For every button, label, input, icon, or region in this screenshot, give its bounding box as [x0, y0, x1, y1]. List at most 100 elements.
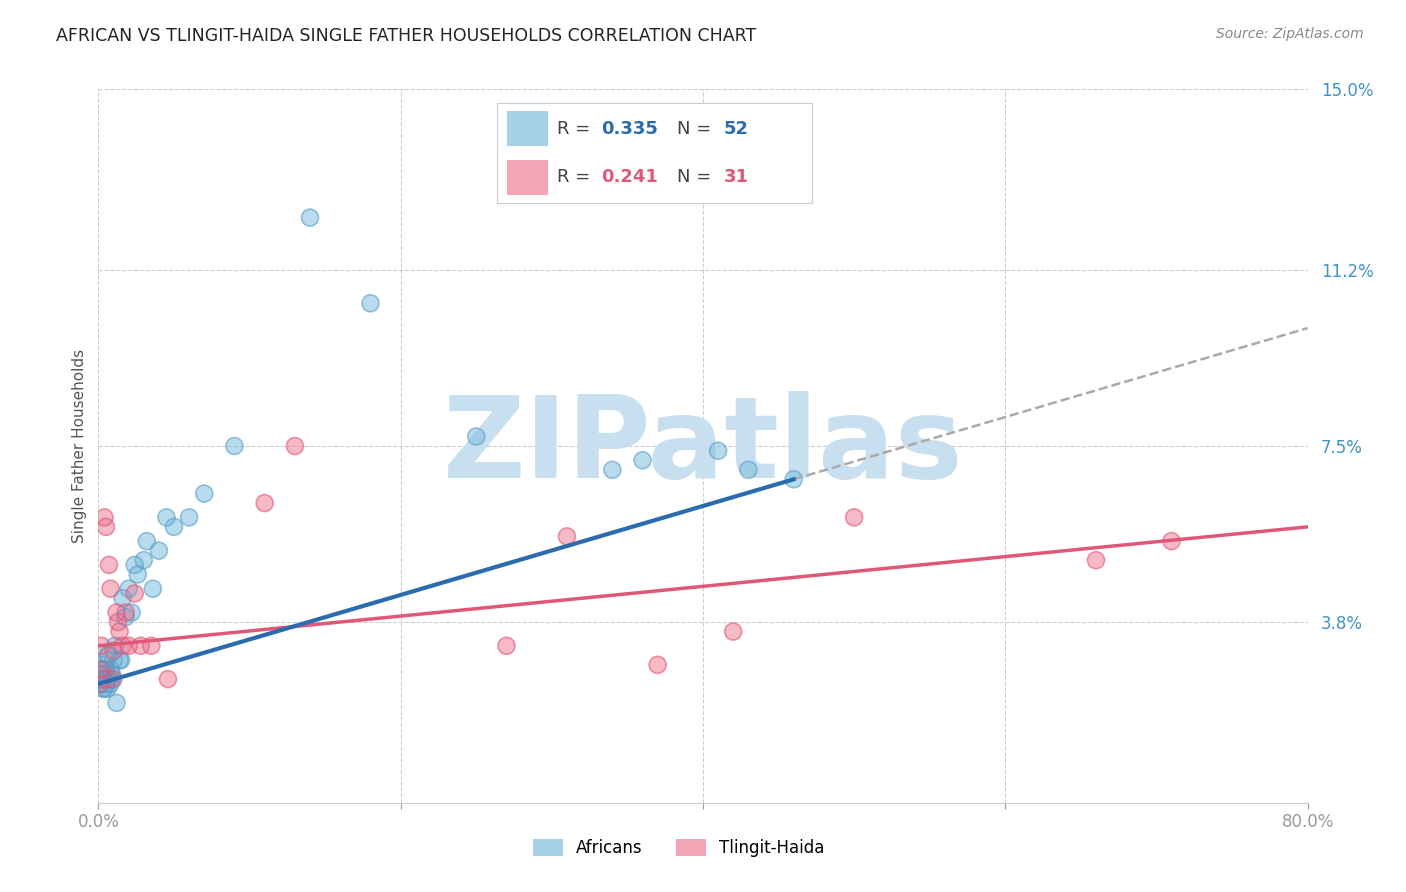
Point [156, 672, 179, 686]
Text: Source: ZipAtlas.com: Source: ZipAtlas.com [1216, 27, 1364, 41]
Point [155, 510, 177, 524]
Point [465, 429, 488, 443]
Point [555, 529, 578, 543]
Point [94, 677, 117, 691]
Point [647, 657, 669, 672]
Point [105, 606, 128, 620]
Point [96, 681, 118, 696]
Point [101, 672, 124, 686]
Point [121, 606, 143, 620]
Point [284, 439, 307, 453]
Point [91, 672, 114, 686]
Point [94, 677, 117, 691]
Point [783, 472, 806, 486]
Point [1160, 534, 1182, 549]
Point [108, 624, 131, 639]
Point [91, 681, 114, 696]
Point [132, 553, 155, 567]
Point [602, 463, 624, 477]
Point [103, 643, 125, 657]
Point [100, 582, 122, 596]
Point [135, 534, 157, 549]
Point [91, 667, 114, 681]
Point [647, 657, 669, 672]
Point [1085, 553, 1108, 567]
Point [124, 558, 146, 572]
Point [101, 672, 124, 686]
Point [723, 624, 745, 639]
Point [132, 553, 155, 567]
Point [101, 667, 124, 681]
Point [783, 472, 806, 486]
Point [495, 639, 517, 653]
Point [103, 653, 125, 667]
Point [299, 211, 322, 225]
Point [253, 496, 276, 510]
Point [90, 663, 112, 677]
Point [96, 672, 118, 686]
Point [148, 543, 170, 558]
Point [105, 696, 128, 710]
Point [89, 663, 111, 677]
Point [103, 643, 125, 657]
Point [737, 463, 759, 477]
Point [89, 667, 111, 681]
Point [299, 211, 322, 225]
Point [100, 677, 122, 691]
Point [93, 681, 115, 696]
Point [91, 672, 114, 686]
Point [124, 558, 146, 572]
Point [89, 663, 111, 677]
Point [465, 429, 488, 443]
Point [844, 510, 866, 524]
Point [94, 663, 117, 677]
Point [555, 529, 578, 543]
Point [103, 672, 125, 686]
Point [90, 663, 112, 677]
Y-axis label: Single Father Households: Single Father Households [72, 349, 87, 543]
Point [107, 615, 129, 629]
Point [121, 606, 143, 620]
Point [89, 667, 111, 681]
Point [135, 534, 157, 549]
Point [91, 667, 114, 681]
Point [93, 510, 115, 524]
Point [89, 677, 111, 691]
Point [101, 667, 124, 681]
Point [105, 696, 128, 710]
Point [89, 667, 111, 681]
Point [91, 657, 114, 672]
Point [114, 610, 136, 624]
Point [94, 520, 117, 534]
Point [94, 667, 117, 681]
Point [124, 586, 146, 600]
Point [118, 582, 141, 596]
Point [163, 520, 186, 534]
Point [193, 486, 215, 500]
Point [142, 582, 165, 596]
Point [127, 567, 149, 582]
Point [118, 639, 141, 653]
Point [129, 639, 152, 653]
Point [90, 672, 112, 686]
Point [129, 639, 152, 653]
Point [104, 639, 127, 653]
Point [100, 663, 122, 677]
Point [103, 653, 125, 667]
Point [737, 463, 759, 477]
Point [107, 615, 129, 629]
Point [98, 558, 121, 572]
Point [90, 663, 112, 677]
Point [108, 653, 131, 667]
Point [141, 639, 163, 653]
Point [90, 677, 112, 691]
Point [100, 663, 122, 677]
Point [108, 653, 131, 667]
Point [98, 672, 121, 686]
Point [707, 443, 730, 458]
Point [118, 582, 141, 596]
Point [90, 639, 112, 653]
Point [707, 443, 730, 458]
Point [114, 610, 136, 624]
Point [110, 653, 132, 667]
